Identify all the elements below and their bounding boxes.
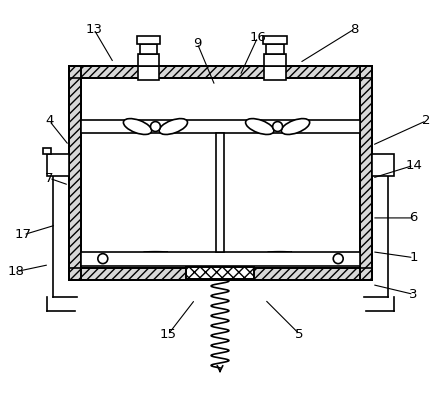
Bar <box>69 66 372 78</box>
Bar <box>263 36 287 44</box>
Bar <box>186 267 254 278</box>
Bar <box>138 66 159 80</box>
Circle shape <box>98 254 108 263</box>
Ellipse shape <box>124 119 152 135</box>
Ellipse shape <box>281 119 310 135</box>
Bar <box>69 66 81 280</box>
Bar <box>372 154 394 176</box>
Bar <box>69 268 372 280</box>
Text: 8: 8 <box>350 23 358 36</box>
Ellipse shape <box>245 119 274 135</box>
Text: 2: 2 <box>422 114 431 127</box>
Text: 1: 1 <box>409 251 418 264</box>
Bar <box>81 252 360 266</box>
Circle shape <box>272 121 283 131</box>
Bar <box>43 148 51 154</box>
Text: 16: 16 <box>249 31 266 44</box>
Bar <box>136 36 160 44</box>
Bar <box>360 66 372 280</box>
Bar <box>69 66 372 280</box>
Bar <box>81 120 360 133</box>
Text: 7: 7 <box>45 172 54 185</box>
Text: 14: 14 <box>405 159 422 172</box>
Bar <box>186 267 254 278</box>
Bar <box>264 66 286 80</box>
Bar <box>264 54 286 66</box>
Ellipse shape <box>159 119 187 135</box>
Bar <box>138 54 159 66</box>
Bar <box>360 66 372 280</box>
Text: 18: 18 <box>8 265 25 278</box>
Text: 3: 3 <box>409 288 418 301</box>
Bar <box>69 66 81 280</box>
Text: 13: 13 <box>85 23 102 36</box>
Bar <box>47 154 69 176</box>
Text: 15: 15 <box>160 328 177 341</box>
Text: 5: 5 <box>295 328 304 341</box>
Text: 4: 4 <box>45 114 53 127</box>
Circle shape <box>151 121 160 131</box>
Text: 6: 6 <box>409 211 418 224</box>
Bar <box>81 78 360 268</box>
Bar <box>216 133 224 252</box>
Text: 17: 17 <box>15 228 32 241</box>
Text: 9: 9 <box>193 37 202 50</box>
Bar <box>266 44 284 54</box>
Circle shape <box>333 254 343 263</box>
Bar <box>140 44 157 54</box>
Bar <box>69 268 372 280</box>
Bar <box>69 66 372 78</box>
